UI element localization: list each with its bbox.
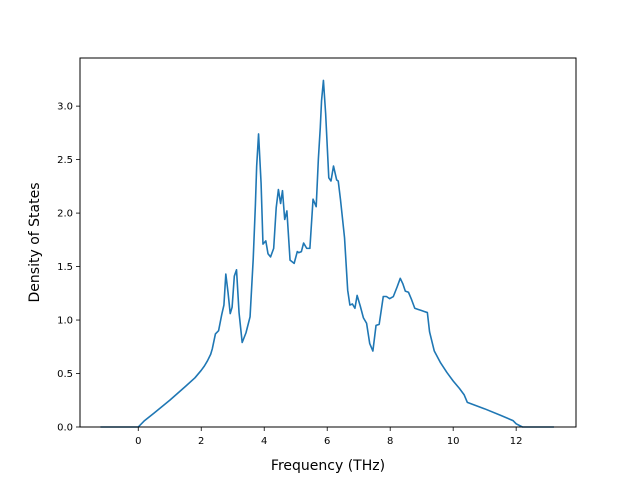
y-tick-label: 3.0	[57, 102, 73, 113]
y-tick-label: 0.5	[57, 369, 73, 380]
y-tick-label: 1.0	[57, 316, 73, 327]
plot-area	[100, 79, 554, 428]
y-axis-label: Density of States	[27, 183, 43, 303]
x-tick-label: 12	[510, 436, 523, 447]
x-tick-label: 10	[447, 436, 460, 447]
x-tick-label: 8	[387, 436, 393, 447]
x-axis-label: Frequency (THz)	[271, 458, 385, 474]
y-axis-ticks: 0.0 0.5 1.0 1.5 2.0 2.5 3.0	[57, 102, 80, 434]
x-tick-label: 6	[324, 436, 330, 447]
y-tick-label: 0.0	[57, 423, 73, 434]
x-tick-label: 2	[198, 436, 204, 447]
x-tick-label: 4	[261, 436, 267, 447]
x-axis-ticks: 0 2 4 6 8 10 12	[135, 427, 523, 447]
axes-frame	[79, 57, 577, 428]
y-tick-label: 1.5	[57, 262, 73, 273]
x-tick-label: 0	[135, 436, 141, 447]
dos-series-line	[100, 79, 554, 428]
y-tick-label: 2.5	[57, 155, 73, 166]
y-tick-label: 2.0	[57, 209, 73, 220]
